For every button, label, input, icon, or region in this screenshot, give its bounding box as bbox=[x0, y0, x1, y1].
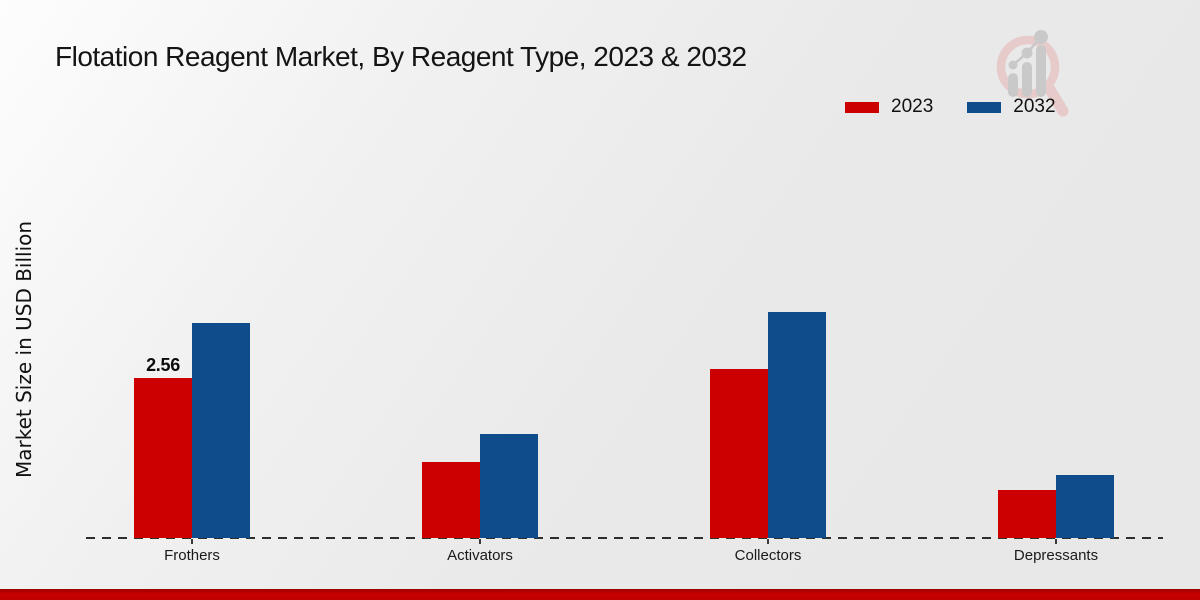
bar-2032-frothers bbox=[192, 323, 250, 539]
legend-swatch-2032 bbox=[967, 101, 1002, 113]
bar-2032-depressants bbox=[1056, 474, 1114, 539]
footer-bar bbox=[0, 589, 1200, 600]
chart-title: Flotation Reagent Market, By Reagent Typ… bbox=[55, 41, 747, 72]
legend-item-2032: 2032 bbox=[967, 96, 1056, 118]
legend-label-2032: 2032 bbox=[1013, 96, 1056, 117]
x-tick-label-depressants: Depressants bbox=[1013, 547, 1099, 564]
bar-2032-activators bbox=[480, 434, 538, 539]
magnifier-growth-chart-icon bbox=[996, 30, 1069, 117]
bar-2023-depressants bbox=[998, 490, 1056, 539]
bar-2032-collectors bbox=[768, 311, 826, 539]
bar-value-label-frothers-2023: 2.56 bbox=[146, 354, 180, 375]
x-axis-tick-frothers bbox=[191, 539, 193, 544]
legend-swatch-2023 bbox=[845, 101, 879, 113]
x-axis-tick-depressants bbox=[1055, 539, 1057, 544]
legend-item-2023: 2023 bbox=[845, 96, 933, 118]
legend-label-2023: 2023 bbox=[891, 96, 934, 117]
x-tick-label-collectors: Collectors bbox=[734, 547, 802, 564]
legend: 2023 2032 bbox=[845, 96, 1056, 118]
x-tick-label-frothers: Frothers bbox=[164, 547, 220, 564]
x-tick-label-activators: Activators bbox=[447, 547, 513, 564]
x-axis-tick-activators bbox=[479, 539, 481, 544]
bar-2023-collectors bbox=[710, 369, 768, 539]
x-axis-tick-collectors bbox=[767, 539, 769, 544]
bar-2023-activators bbox=[422, 462, 480, 539]
bar-2023-frothers bbox=[134, 377, 192, 539]
x-axis-baseline bbox=[86, 537, 1163, 539]
